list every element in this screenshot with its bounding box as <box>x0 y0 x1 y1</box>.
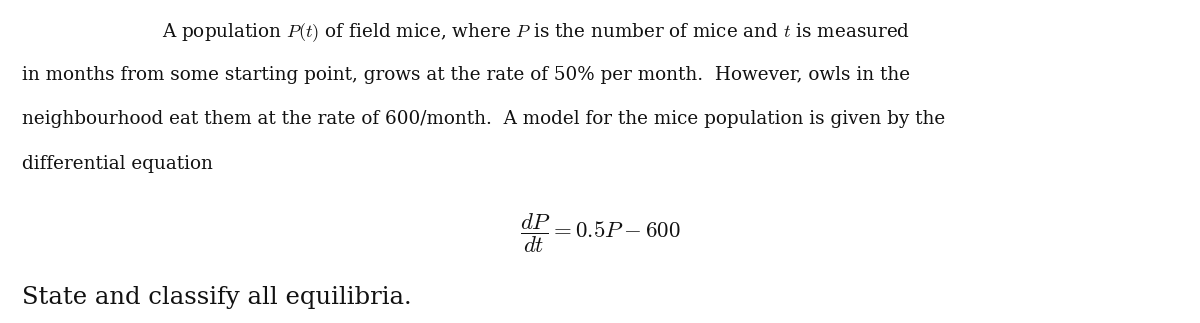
Text: A population $P(t)$ of field mice, where $P$ is the number of mice and $t$ is me: A population $P(t)$ of field mice, where… <box>162 21 910 44</box>
Text: $\dfrac{dP}{dt} = 0.5P - 600$: $\dfrac{dP}{dt} = 0.5P - 600$ <box>520 212 680 255</box>
Text: differential equation: differential equation <box>22 155 212 173</box>
Text: in months from some starting point, grows at the rate of 50% per month.  However: in months from some starting point, grow… <box>22 66 910 84</box>
Text: State and classify all equilibria.: State and classify all equilibria. <box>22 286 412 309</box>
Text: neighbourhood eat them at the rate of 600/month.  A model for the mice populatio: neighbourhood eat them at the rate of 60… <box>22 110 944 128</box>
